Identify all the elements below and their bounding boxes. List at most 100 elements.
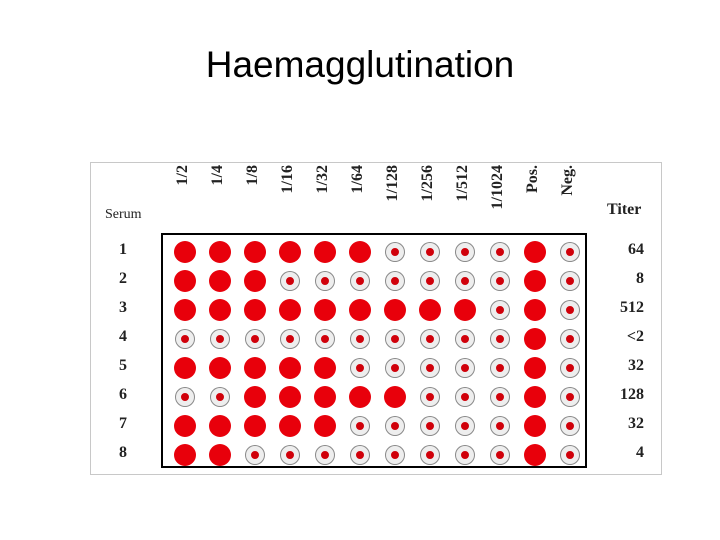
well	[482, 324, 517, 353]
well	[447, 440, 482, 469]
well	[377, 295, 412, 324]
well	[342, 411, 377, 440]
serum-column: 1 2 3 4 5 6 7 8	[111, 235, 135, 467]
well	[447, 353, 482, 382]
column-header-cell: 1/64	[340, 165, 375, 227]
well	[447, 266, 482, 295]
well	[517, 382, 552, 411]
well	[167, 324, 202, 353]
well	[202, 266, 237, 295]
well	[237, 324, 272, 353]
column-header: 1/4	[208, 165, 226, 186]
well	[412, 266, 447, 295]
column-header-cell: 1/4	[200, 165, 235, 227]
well	[482, 266, 517, 295]
column-header-cell: 1/16	[270, 165, 305, 227]
well	[202, 382, 237, 411]
titer-value: 4	[636, 443, 644, 461]
well	[377, 266, 412, 295]
serum-number: 4	[119, 327, 127, 345]
well	[517, 440, 552, 469]
well	[412, 353, 447, 382]
well	[272, 266, 307, 295]
well	[412, 295, 447, 324]
well	[272, 295, 307, 324]
column-header: 1/256	[418, 165, 436, 202]
well	[342, 237, 377, 266]
well	[307, 295, 342, 324]
serum-number: 6	[119, 385, 127, 403]
column-header: Pos.	[523, 165, 541, 193]
well	[342, 353, 377, 382]
column-headers: 1/2 1/4 1/8 1/16 1/32 1/64 1/128 1/256 1/512 1/10…	[165, 165, 585, 227]
well	[412, 324, 447, 353]
well	[272, 411, 307, 440]
column-header: 1/16	[278, 165, 296, 194]
well	[307, 440, 342, 469]
well	[237, 382, 272, 411]
well	[552, 382, 587, 411]
well	[412, 411, 447, 440]
well-plate	[161, 233, 587, 468]
well	[202, 324, 237, 353]
well	[272, 237, 307, 266]
well	[307, 266, 342, 295]
well	[167, 353, 202, 382]
well	[167, 237, 202, 266]
column-header-cell: Pos.	[515, 165, 550, 227]
column-header: Neg.	[558, 165, 576, 196]
well	[377, 440, 412, 469]
well	[307, 353, 342, 382]
column-header-cell: 1/1024	[480, 165, 515, 227]
well	[167, 440, 202, 469]
column-header: 1/32	[313, 165, 331, 194]
column-header: 1/128	[383, 165, 401, 202]
well	[237, 237, 272, 266]
well	[447, 411, 482, 440]
well	[307, 324, 342, 353]
well	[482, 295, 517, 324]
well	[377, 353, 412, 382]
well	[552, 266, 587, 295]
well	[202, 295, 237, 324]
well	[517, 295, 552, 324]
column-header: 1/64	[348, 165, 366, 194]
column-header-cell: 1/128	[375, 165, 410, 227]
well	[342, 324, 377, 353]
well	[272, 440, 307, 469]
well	[272, 382, 307, 411]
column-header-cell: 1/2	[165, 165, 200, 227]
well	[237, 411, 272, 440]
well	[377, 411, 412, 440]
titer-value: <2	[626, 327, 644, 345]
column-header-cell: 1/32	[305, 165, 340, 227]
column-header: 1/512	[453, 165, 471, 202]
well	[552, 440, 587, 469]
well	[482, 353, 517, 382]
titer-column: 64 8 512 <2 32 128 32 4	[596, 235, 644, 467]
well	[237, 440, 272, 469]
well	[342, 295, 377, 324]
well	[412, 382, 447, 411]
column-header: 1/8	[243, 165, 261, 186]
titer-value: 32	[628, 414, 644, 432]
well	[272, 324, 307, 353]
titer-label: Titer	[607, 201, 642, 218]
serum-number: 5	[119, 356, 127, 374]
serum-number: 8	[119, 443, 127, 461]
well	[447, 295, 482, 324]
serum-number: 3	[119, 298, 127, 316]
titer-value: 32	[628, 356, 644, 374]
well	[517, 237, 552, 266]
well	[202, 440, 237, 469]
titer-value: 8	[636, 269, 644, 287]
well	[342, 440, 377, 469]
well	[272, 353, 307, 382]
well	[447, 382, 482, 411]
well	[447, 237, 482, 266]
slide-title: Haemagglutination	[205, 44, 515, 85]
column-header-cell: 1/256	[410, 165, 445, 227]
well	[202, 353, 237, 382]
well	[167, 266, 202, 295]
